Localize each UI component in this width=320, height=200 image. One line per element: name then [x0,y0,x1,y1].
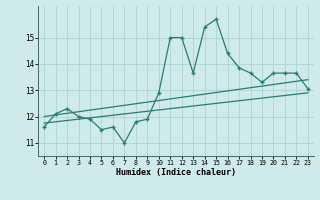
X-axis label: Humidex (Indice chaleur): Humidex (Indice chaleur) [116,168,236,177]
